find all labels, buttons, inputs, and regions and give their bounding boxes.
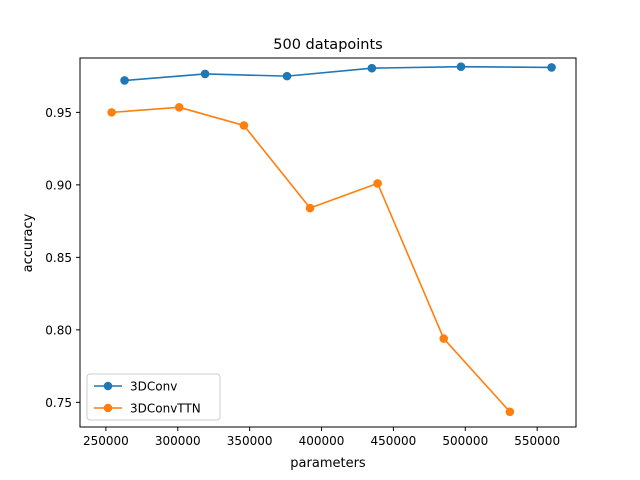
legend-label: 3DConv (130, 380, 177, 394)
series-3dconv (120, 62, 556, 85)
data-point (439, 334, 449, 343)
y-tick-label: 0.75 (45, 396, 72, 410)
chart-title: 500 datapoints (273, 37, 382, 53)
x-tick-label: 450000 (371, 434, 417, 448)
y-tick-label: 0.80 (45, 323, 72, 337)
data-point (305, 203, 315, 213)
data-point (200, 69, 210, 79)
data-point (282, 71, 292, 81)
x-tick-label: 350000 (227, 434, 273, 448)
x-axis: 250000 300000 350000 400000 450000 500000 5500… (83, 427, 560, 448)
plot-frame (79, 57, 577, 428)
data-point (174, 102, 184, 112)
legend-item: 3DConv (94, 380, 177, 394)
series-3dconvttn (107, 102, 515, 417)
data-point (239, 121, 249, 130)
series-layer (107, 62, 556, 417)
y-tick-label: 0.90 (45, 178, 72, 192)
y-axis: 0.75 0.80 0.85 0.90 0.95 (45, 106, 80, 410)
legend-marker (103, 381, 113, 391)
y-axis-label: accuracy (21, 213, 36, 272)
legend: 3DConv 3DConvTTN (86, 373, 221, 421)
data-point (505, 407, 515, 417)
legend-item: 3DConvTTN (94, 402, 201, 416)
x-tick-label: 250000 (83, 434, 129, 448)
data-point (107, 108, 116, 117)
x-tick-label: 550000 (514, 434, 560, 448)
legend-marker (103, 403, 113, 413)
legend-label: 3DConvTTN (130, 402, 201, 416)
series-line (124, 65, 552, 82)
data-point (373, 179, 382, 188)
x-axis-label: parameters (290, 456, 366, 471)
y-tick-label: 0.85 (45, 251, 72, 265)
x-tick-label: 400000 (299, 434, 345, 448)
x-tick-label: 500000 (442, 434, 488, 448)
data-point (456, 62, 466, 71)
y-tick-label: 0.95 (45, 106, 72, 120)
data-point (547, 63, 556, 72)
x-tick-label: 300000 (155, 434, 201, 448)
data-point (367, 63, 377, 73)
data-point (120, 76, 129, 85)
